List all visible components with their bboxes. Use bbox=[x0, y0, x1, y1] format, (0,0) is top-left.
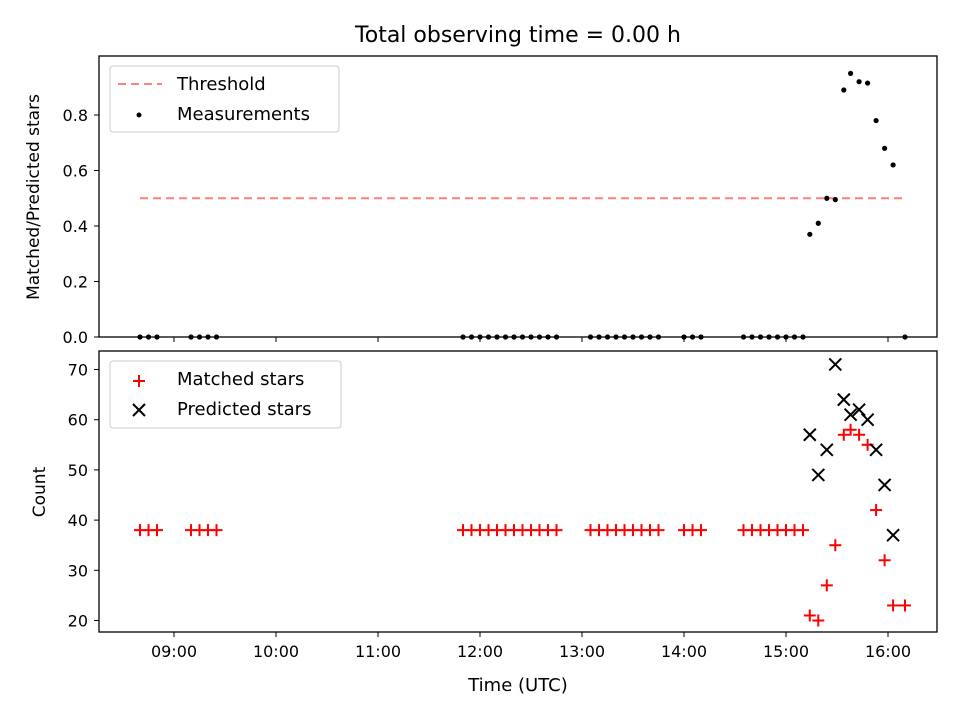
bottom-y-tick-label: 70 bbox=[68, 361, 88, 380]
top-y-tick-label: 0.4 bbox=[63, 217, 88, 236]
top-legend-box bbox=[109, 65, 340, 133]
measurement-point bbox=[890, 162, 896, 168]
matched-star-point bbox=[887, 599, 900, 612]
measurement-point bbox=[856, 79, 862, 85]
x-tick-label: 11:00 bbox=[355, 642, 401, 661]
measurement-point bbox=[832, 197, 838, 203]
top-legend: Threshold Measurements bbox=[109, 65, 340, 133]
matched-star-point bbox=[210, 524, 223, 537]
matched-star-point bbox=[797, 524, 809, 537]
measurement-point bbox=[848, 70, 854, 76]
figure-title: Total observing time = 0.00 h bbox=[354, 23, 681, 48]
matched-star-point bbox=[695, 524, 707, 537]
matched-star-point bbox=[812, 614, 825, 627]
bottom-legend: Matched stars Predicted stars bbox=[109, 360, 342, 429]
legend-threshold-label: Threshold bbox=[176, 74, 266, 95]
matched-star-point bbox=[652, 524, 665, 537]
predicted-star-point bbox=[811, 468, 826, 482]
predicted-star-point bbox=[877, 478, 892, 492]
matched-star-point bbox=[803, 609, 816, 622]
bottom-y-tick-label: 20 bbox=[68, 612, 88, 631]
x-tick-label: 16:00 bbox=[865, 642, 911, 661]
matched-star-point bbox=[837, 428, 850, 441]
x-tick-label: 09:00 bbox=[151, 642, 197, 661]
bottom-y-tick-label: 60 bbox=[68, 411, 88, 430]
predicted-star-point bbox=[843, 407, 858, 422]
bottom-y-tick-label: 30 bbox=[68, 561, 88, 580]
bottom-y-tick-label: 50 bbox=[68, 461, 88, 480]
matched-star-point bbox=[820, 579, 833, 592]
predicted-star-point bbox=[860, 412, 875, 427]
x-axis-label: Time (UTC) bbox=[467, 675, 568, 696]
x-tick-label: 13:00 bbox=[559, 642, 605, 661]
bottom-axes-frame bbox=[98, 350, 938, 633]
matched-star-point bbox=[844, 423, 857, 436]
measurement-point bbox=[815, 220, 821, 226]
legend-predicted-label: Predicted stars bbox=[177, 399, 311, 420]
bottom-y-axis-label: Count bbox=[30, 466, 50, 517]
x-tick-label: 12:00 bbox=[457, 642, 503, 661]
measurement-point bbox=[807, 231, 813, 237]
top-axes-frame bbox=[98, 55, 938, 338]
top-y-axis-label: Matched/Predicted stars bbox=[24, 94, 44, 300]
matched-star-point bbox=[899, 599, 911, 612]
bottom-panel: 20 30 40 50 60 70 09:00 10:00 11:00 12:00 13:00 14… bbox=[30, 350, 938, 696]
legend-predicted-swatch bbox=[132, 403, 146, 417]
x-tick-label: 15:00 bbox=[763, 642, 809, 661]
predicted-star-point bbox=[869, 443, 883, 457]
matched-star-point bbox=[878, 554, 891, 567]
matched-star-point bbox=[870, 504, 883, 517]
matched-star-point bbox=[151, 524, 163, 537]
measurement-point bbox=[873, 117, 879, 124]
predicted-star-point bbox=[828, 357, 843, 372]
predicted-star-point bbox=[852, 402, 866, 417]
bottom-legend-box bbox=[109, 360, 342, 429]
top-y-tick-label: 0.8 bbox=[63, 106, 88, 125]
predicted-star-point bbox=[820, 443, 834, 457]
legend-measurements-label: Measurements bbox=[177, 104, 310, 125]
legend-measurements-swatch bbox=[136, 112, 142, 118]
x-tick-label: 10:00 bbox=[253, 642, 299, 661]
legend-matched-swatch bbox=[133, 375, 145, 387]
top-panel: 0.00.20.40.60.8 Matched/Predicted stars … bbox=[24, 55, 938, 347]
matched-star-point bbox=[853, 428, 866, 441]
matched-star-point bbox=[829, 539, 842, 552]
top-y-tick-label: 0.0 bbox=[63, 328, 88, 347]
x-tick-label: 14:00 bbox=[661, 642, 707, 661]
measurement-point bbox=[824, 195, 830, 201]
predicted-star-point bbox=[803, 428, 817, 442]
matched-star-point bbox=[550, 524, 563, 537]
predicted-star-point bbox=[837, 392, 851, 407]
bottom-y-tick-label: 40 bbox=[68, 511, 88, 530]
measurement-point bbox=[841, 87, 847, 93]
legend-matched-label: Matched stars bbox=[177, 369, 304, 390]
predicted-star-point bbox=[886, 528, 900, 542]
measurement-point bbox=[882, 145, 888, 151]
top-y-tick-label: 0.6 bbox=[63, 162, 88, 181]
top-y-tick-label: 0.2 bbox=[63, 273, 88, 292]
measurement-point bbox=[865, 80, 871, 86]
